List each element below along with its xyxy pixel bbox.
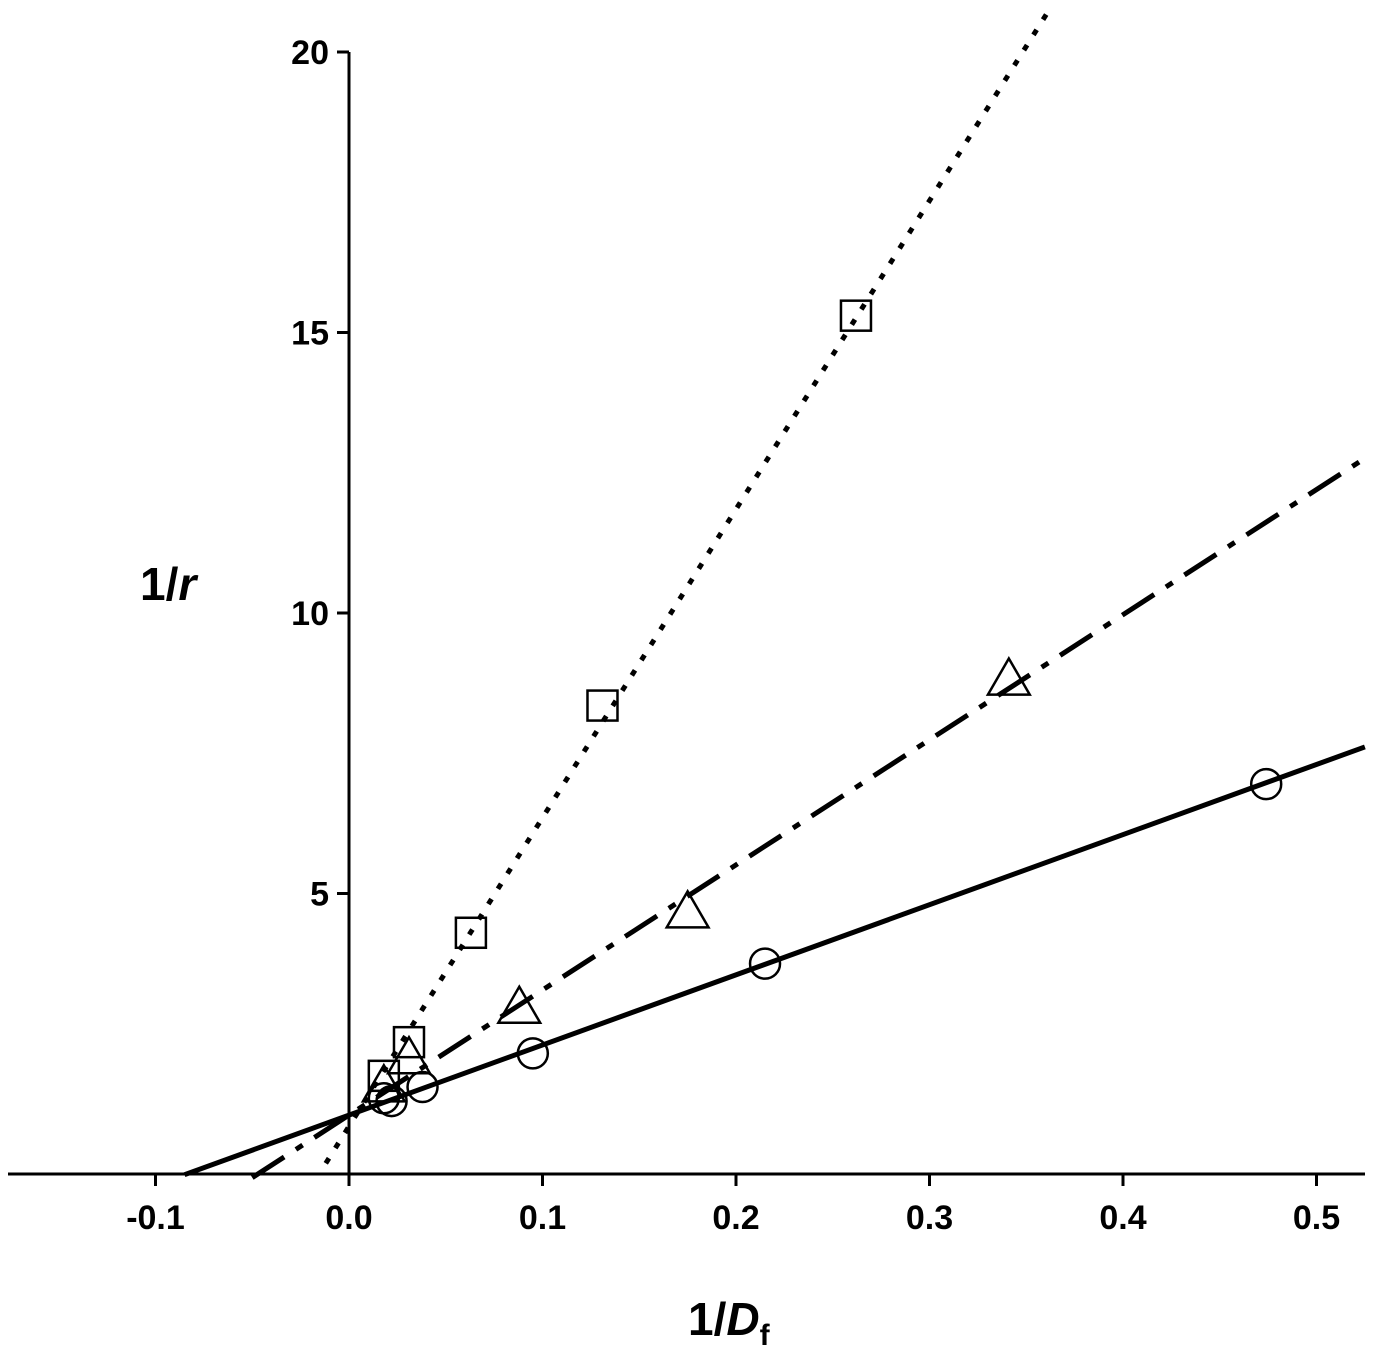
square-marker: [586, 689, 619, 722]
circle-marker: [406, 1070, 439, 1104]
x-tick-label: 0.3: [906, 1199, 953, 1237]
x-ticks: -0.1 0.0 0.1 0.2 0.3 0.4 0.5: [126, 1174, 1340, 1237]
y-tick-label: 5: [310, 876, 329, 914]
x-tick-label: 0.4: [1099, 1199, 1146, 1237]
circle-marker: [375, 1084, 408, 1118]
y-axis-title: 1/r: [140, 558, 198, 610]
square-marker: [839, 299, 873, 332]
circle-marker: [516, 1037, 550, 1070]
x-tick-label: 0.5: [1293, 1199, 1340, 1237]
y-ticks: 5 10 15 20: [291, 34, 349, 914]
y-tick-label: 15: [291, 315, 329, 353]
triangle-marker: [496, 984, 543, 1025]
fit-lines: [183, 11, 1367, 1180]
circle-marker: [1249, 767, 1283, 801]
triangle-series-fit-line: [250, 456, 1367, 1180]
square-marker: [392, 1025, 426, 1059]
square-marker: [454, 916, 488, 950]
circle-marker: [748, 947, 782, 980]
data-points: [360, 299, 1283, 1118]
axes: [8, 52, 1365, 1176]
triangle-marker: [360, 1062, 407, 1103]
circle-series-fit-line: [183, 744, 1366, 1178]
x-axis-title: 1/Df: [688, 1293, 771, 1352]
triangle-marker: [664, 888, 711, 929]
triangle-marker: [385, 1034, 433, 1075]
x-tick-label: 0.0: [325, 1199, 372, 1237]
x-tick-label: 0.1: [519, 1199, 566, 1237]
x-tick-label: 0.2: [712, 1199, 759, 1237]
y-tick-label: 20: [291, 34, 329, 72]
triangle-marker: [985, 656, 1032, 696]
square-marker: [367, 1059, 401, 1093]
y-tick-label: 10: [291, 595, 329, 633]
x-tick-label: -0.1: [126, 1199, 185, 1237]
